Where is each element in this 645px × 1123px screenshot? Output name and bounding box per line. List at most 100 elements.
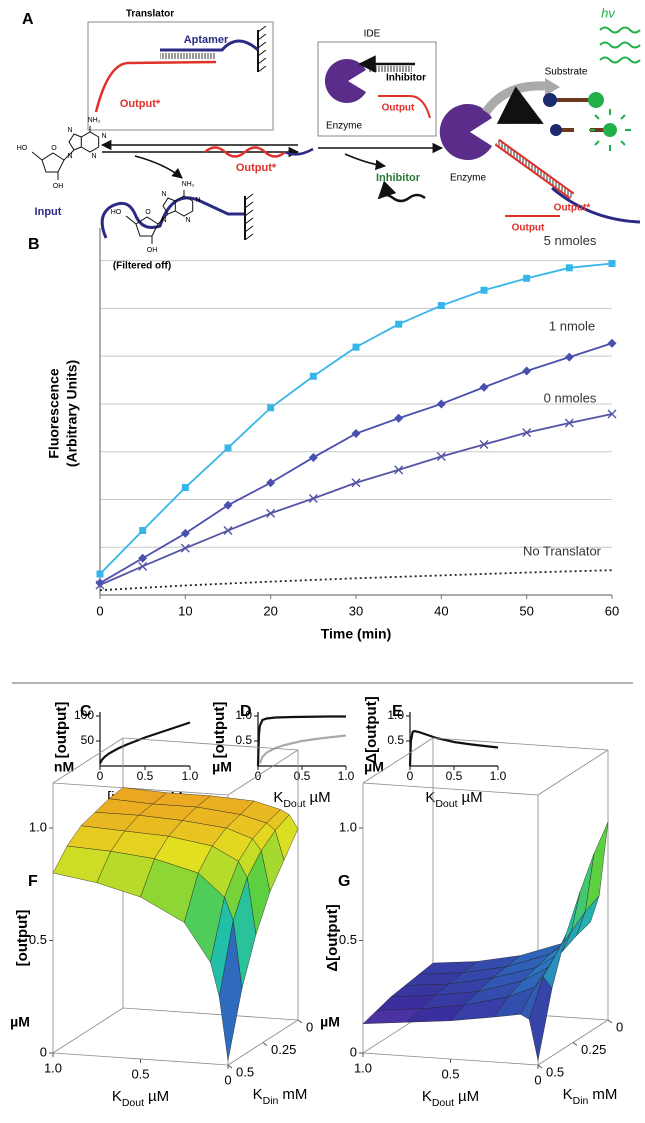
surface-patch <box>584 821 609 913</box>
series-line <box>408 729 499 767</box>
x-tick-label: 1.0 <box>182 769 199 783</box>
inhibitor-strand <box>377 180 426 203</box>
series-line <box>256 715 346 767</box>
label-part: K <box>425 789 435 806</box>
light-waves <box>599 26 641 64</box>
aptamer-tail <box>284 147 314 156</box>
x-tick-label: 50 <box>519 603 533 618</box>
atom-label: N <box>161 217 166 224</box>
box-edge <box>362 782 539 796</box>
output-strand <box>204 146 286 158</box>
marker <box>223 500 233 510</box>
label-part: K <box>112 1088 122 1105</box>
marker <box>180 528 190 538</box>
x-axis-label: KDout µM <box>422 1088 479 1109</box>
surface-patch <box>219 920 243 1061</box>
panel-letter: A <box>22 11 34 28</box>
series-label: 0 nmoles <box>544 390 597 405</box>
substrate-label: Substrate <box>545 67 588 78</box>
adenosine: NH₂ N N N N HO O OH <box>17 117 107 190</box>
atom-label: HO <box>111 209 122 216</box>
cleavage-arrow <box>482 81 546 115</box>
x-tick-label: 0 <box>407 769 414 783</box>
marker <box>522 428 532 438</box>
x-tick-label: 20 <box>263 603 277 618</box>
box-edge <box>52 1007 124 1054</box>
box-edge <box>227 749 299 796</box>
atom-label: HO <box>17 145 28 152</box>
panel-a: A Translator Aptamer Output* NH₂ N N N N HO O O… <box>17 5 641 272</box>
atom-label: N <box>195 197 200 204</box>
y-tick-label: 0.25 <box>271 1042 296 1057</box>
x-axis-label: KDout µM <box>273 789 330 810</box>
marker <box>138 553 148 563</box>
marker <box>308 494 318 504</box>
marker <box>565 264 573 272</box>
marker <box>224 444 232 452</box>
marker <box>564 352 574 362</box>
x-tick-label: 0 <box>255 769 262 783</box>
y-axis-label: Δ[output] <box>363 696 380 763</box>
output-strand <box>378 95 431 119</box>
marker <box>223 526 233 536</box>
y-tick <box>607 1019 613 1024</box>
complex-output-star-label: Output* <box>554 203 591 214</box>
x-tick-label: 40 <box>434 603 448 618</box>
enzyme-label: Enzyme <box>450 173 487 184</box>
input-label: Input <box>35 206 62 218</box>
wall-hatch <box>257 25 267 73</box>
label-part: K <box>563 1086 573 1103</box>
atom-label: OH <box>147 247 158 254</box>
y-axis-unit: nM <box>54 759 74 775</box>
y-tick <box>537 1064 543 1069</box>
marker <box>564 418 574 428</box>
y-tick-label: 0 <box>306 1019 313 1034</box>
y-tick <box>572 1042 578 1046</box>
atom-label: N <box>185 217 190 224</box>
x-tick-label: 1.0 <box>44 1060 62 1075</box>
aptamer-tail <box>551 186 641 224</box>
box-edge <box>432 737 609 751</box>
marker <box>95 578 105 588</box>
z-axis-label: Δ[output] <box>324 904 341 971</box>
y-axis-label: (Arbitrary Units) <box>64 360 80 467</box>
ide-output-label: Output <box>382 103 415 114</box>
x-axis-label: KDout µM <box>425 789 482 810</box>
box-edge <box>122 737 299 751</box>
marker <box>96 570 104 578</box>
series-label: 1 nmole <box>549 319 595 334</box>
atom-label: NH₂ <box>182 181 195 188</box>
box-edge <box>362 737 434 784</box>
atom-label: NH₂ <box>88 117 101 124</box>
atom-label: O <box>145 209 151 216</box>
box-edge <box>52 782 229 796</box>
atom-label: N <box>101 133 106 140</box>
y-tick-label: 50 <box>81 733 95 747</box>
x-tick-label: 0 <box>224 1072 231 1087</box>
fluorophore <box>588 92 604 108</box>
wall-hatch <box>244 193 254 241</box>
quencher <box>550 124 562 136</box>
atom-label: N <box>161 191 166 198</box>
y-tick-label: 0.25 <box>581 1042 606 1057</box>
x-axis-label: Time (min) <box>321 626 392 642</box>
marker <box>180 543 190 553</box>
output-star-label: Output* <box>120 98 161 110</box>
complex-output-label: Output <box>512 223 545 234</box>
atom-label: N <box>67 153 72 160</box>
x-tick-label: 0.5 <box>294 769 311 783</box>
x-tick-label: 0 <box>96 603 103 618</box>
arrow <box>344 153 387 171</box>
translator-title: Translator <box>126 9 174 20</box>
marker <box>267 404 275 412</box>
y-tick <box>297 1019 303 1024</box>
label-part: Dout <box>435 798 457 810</box>
marker <box>352 343 360 351</box>
marker <box>181 484 189 492</box>
ide-title: IDE <box>364 29 381 40</box>
label-part: K <box>253 1086 263 1103</box>
light-label: hν <box>601 5 615 20</box>
marker <box>394 413 404 423</box>
x-tick-label: 1.0 <box>338 769 355 783</box>
panel-letter: F <box>28 873 38 890</box>
